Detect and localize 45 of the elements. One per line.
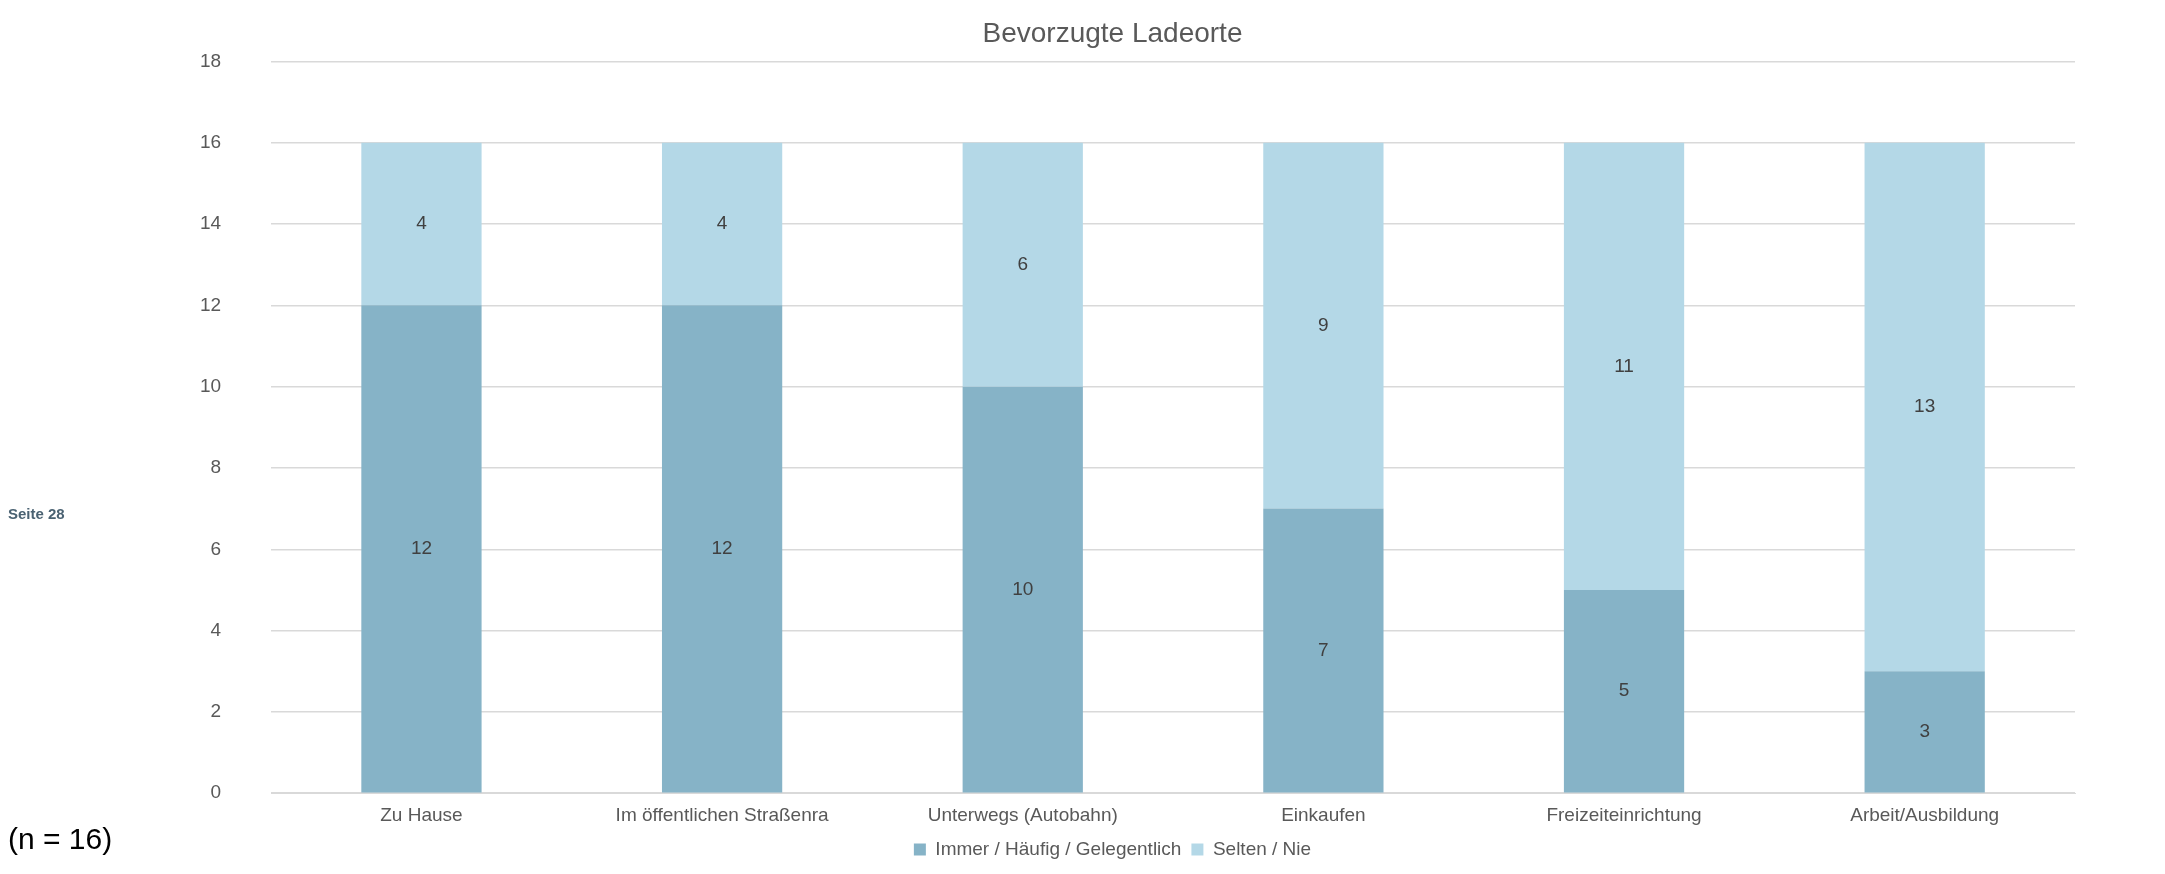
data-label: 12 bbox=[410, 537, 433, 559]
y-tick-label: 10 bbox=[199, 374, 222, 396]
data-label: 5 bbox=[1618, 679, 1630, 701]
data-label: 11 bbox=[1614, 354, 1634, 376]
data-label: 10 bbox=[1012, 577, 1034, 599]
y-tick-label: 8 bbox=[210, 456, 222, 478]
y-tick-label: 0 bbox=[210, 781, 222, 803]
bar bbox=[661, 305, 783, 793]
legend-label: Immer / Häufig / Gelegentlich bbox=[935, 837, 1182, 859]
bar bbox=[962, 386, 1083, 793]
x-tick-label: Im öffentlichen Straßenra bbox=[615, 803, 830, 825]
data-label: 4 bbox=[716, 212, 728, 234]
text: Seite 28 bbox=[8, 505, 65, 523]
bar bbox=[1864, 671, 1985, 793]
bar bbox=[1563, 589, 1685, 793]
bar bbox=[1864, 142, 1985, 672]
data-label: 3 bbox=[1919, 720, 1930, 742]
x-tick-label: Einkaufen bbox=[1281, 803, 1366, 825]
bar bbox=[361, 305, 482, 793]
y-tick-label: 6 bbox=[210, 537, 222, 559]
x-tick-label: Zu Hause bbox=[380, 803, 463, 825]
legend-label: Selten / Nie bbox=[1212, 837, 1312, 859]
bar bbox=[962, 142, 1083, 387]
y-tick-label: 16 bbox=[199, 130, 222, 152]
y-tick-label: 4 bbox=[210, 618, 222, 640]
y-tick-label: 14 bbox=[199, 212, 222, 234]
x-tick-label: Unterwegs (Autobahn) bbox=[927, 803, 1118, 825]
bar bbox=[661, 142, 783, 306]
data-label: 13 bbox=[1914, 395, 1936, 417]
bar bbox=[1563, 142, 1685, 590]
data-label: 6 bbox=[1017, 252, 1029, 274]
data-label: 9 bbox=[1318, 313, 1329, 335]
text: (n = 16) bbox=[8, 822, 113, 856]
chart-title: Bevorzugte Ladeorte bbox=[982, 17, 1243, 49]
x-tick-label: Arbeit/Ausbildung bbox=[1850, 803, 2000, 825]
bar bbox=[1263, 508, 1384, 793]
data-label: 12 bbox=[711, 537, 733, 559]
x-tick-label: Freizeiteinrichtung bbox=[1546, 803, 1702, 825]
data-label: 4 bbox=[416, 212, 428, 234]
y-tick-label: 18 bbox=[199, 49, 222, 71]
data-label: 7 bbox=[1318, 638, 1329, 660]
y-tick-label: 12 bbox=[199, 293, 222, 315]
bar bbox=[361, 142, 482, 306]
bar bbox=[1263, 142, 1384, 509]
y-tick-label: 2 bbox=[210, 700, 222, 722]
